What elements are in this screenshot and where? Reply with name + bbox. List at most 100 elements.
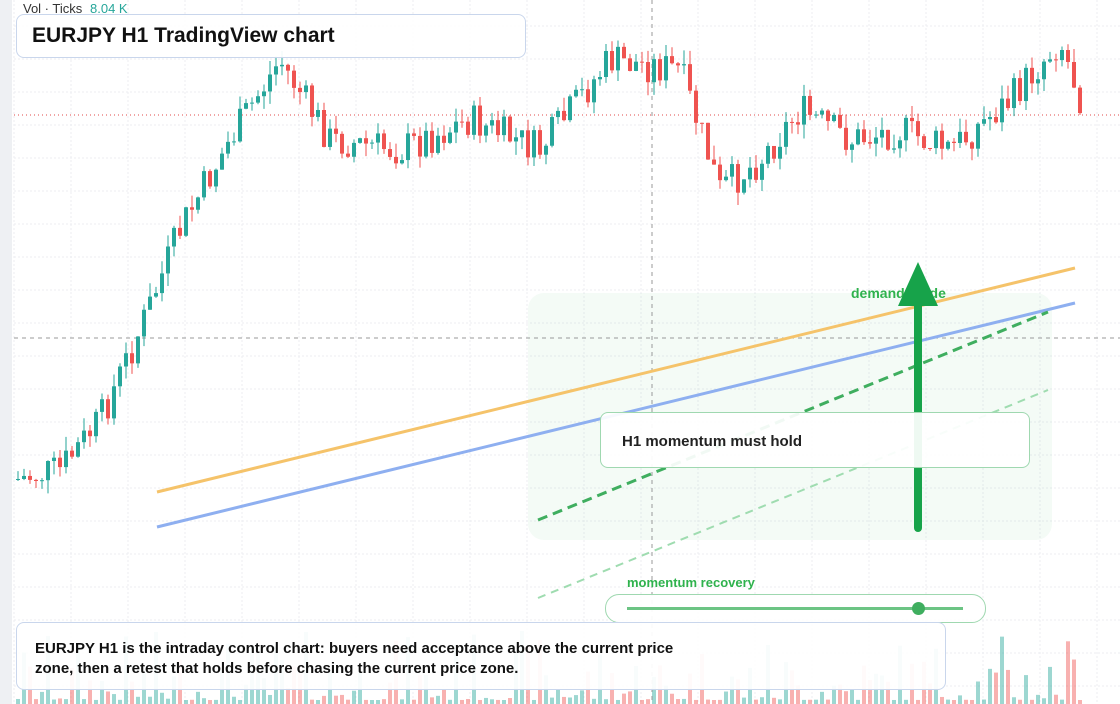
candle-body [916,121,920,137]
slider-thumb[interactable] [912,602,925,615]
volume-bar [1030,699,1034,704]
candle-body [34,479,38,482]
volume-bar [166,698,170,704]
volume-bar [712,699,716,704]
volume-bar [928,683,932,704]
candle-body [154,293,158,297]
candle-body [808,95,812,115]
volume-bar [238,699,242,704]
volume-bar [718,699,722,704]
candle-body [142,309,146,337]
candle-body [898,140,902,149]
candle-body [298,87,302,93]
volume-bar [940,696,944,704]
candle-body [934,130,938,149]
volume-bar [970,699,974,704]
title: EURJPY H1 TradingView chart [32,24,335,47]
candle-body [1024,67,1028,102]
volume-bar [754,699,758,704]
candle-body [310,85,314,117]
volume-bar [58,698,62,704]
candle-body [94,411,98,437]
candle-body [556,110,560,118]
candle-body [790,121,794,123]
volume-bar [130,681,134,704]
candle-body [238,108,242,142]
candle-body [544,145,548,155]
slider-label: momentum recovery [627,575,755,590]
candle-body [340,133,344,154]
arrow-head [898,262,938,306]
volume-bar [958,695,962,704]
candle-body [958,131,962,143]
volume-bar [172,676,176,704]
candle-body [292,70,296,88]
candle-body [394,156,398,164]
candle-body [466,121,470,135]
candle-body [316,110,320,117]
momentum-text: H1 momentum must hold [622,433,803,450]
candle-body [1054,59,1058,61]
candle-body [82,430,86,443]
candle-body [118,366,122,387]
volume-bar [628,691,632,704]
candle-body [178,227,182,236]
volume-bar [622,693,626,704]
candle-body [622,46,626,59]
candle-body [262,91,266,97]
candle-body [448,132,452,143]
candle-body [778,146,782,159]
candle-body [964,131,968,143]
candle-body [1000,98,1004,123]
volume-label: Vol · Ticks [23,1,83,16]
candle-body [490,120,494,126]
candle-body [700,122,704,124]
candle-body [1078,87,1082,114]
volume-bar [982,699,986,704]
candle-body [988,117,992,120]
candle-body [1042,61,1046,80]
candle-body [610,50,614,71]
volume-bar [952,700,956,704]
candles [16,40,1082,494]
candle-body [160,273,164,294]
volume-bar [244,684,248,704]
candle-body [304,85,308,93]
volume-bar [832,685,836,704]
volume-value: 8.04 K [90,1,128,16]
candle-body [418,135,422,157]
candle-body [412,133,416,136]
slider[interactable] [605,594,986,623]
volume-bar [490,699,494,704]
volume-bar [532,699,536,704]
volume-bar [652,676,656,704]
candle-body [40,480,44,482]
volume-bar [820,691,824,704]
candle-body [844,127,848,150]
volume-bar [868,680,872,704]
volume-bar [694,699,698,704]
candle-body [598,77,602,80]
volume-bar [460,699,464,704]
volume-bar [442,689,446,704]
candle-body [496,120,500,136]
candle-body [274,66,278,75]
candle-body [70,450,74,457]
volume-bar [400,699,404,704]
candle-body [88,430,92,437]
candle-body [334,128,338,134]
candle-body [922,136,926,148]
candle-body [766,145,770,164]
volume-bar [334,695,338,704]
candle-body [520,130,524,138]
volume-bar [478,699,482,704]
volume-bar [988,668,992,704]
volume-bar [1018,699,1022,704]
volume-bar [502,700,506,704]
candle-body [676,63,680,66]
candle-body [172,227,176,247]
volume-bar [616,699,620,704]
volume-bar [94,699,98,704]
candle-body [670,56,674,64]
